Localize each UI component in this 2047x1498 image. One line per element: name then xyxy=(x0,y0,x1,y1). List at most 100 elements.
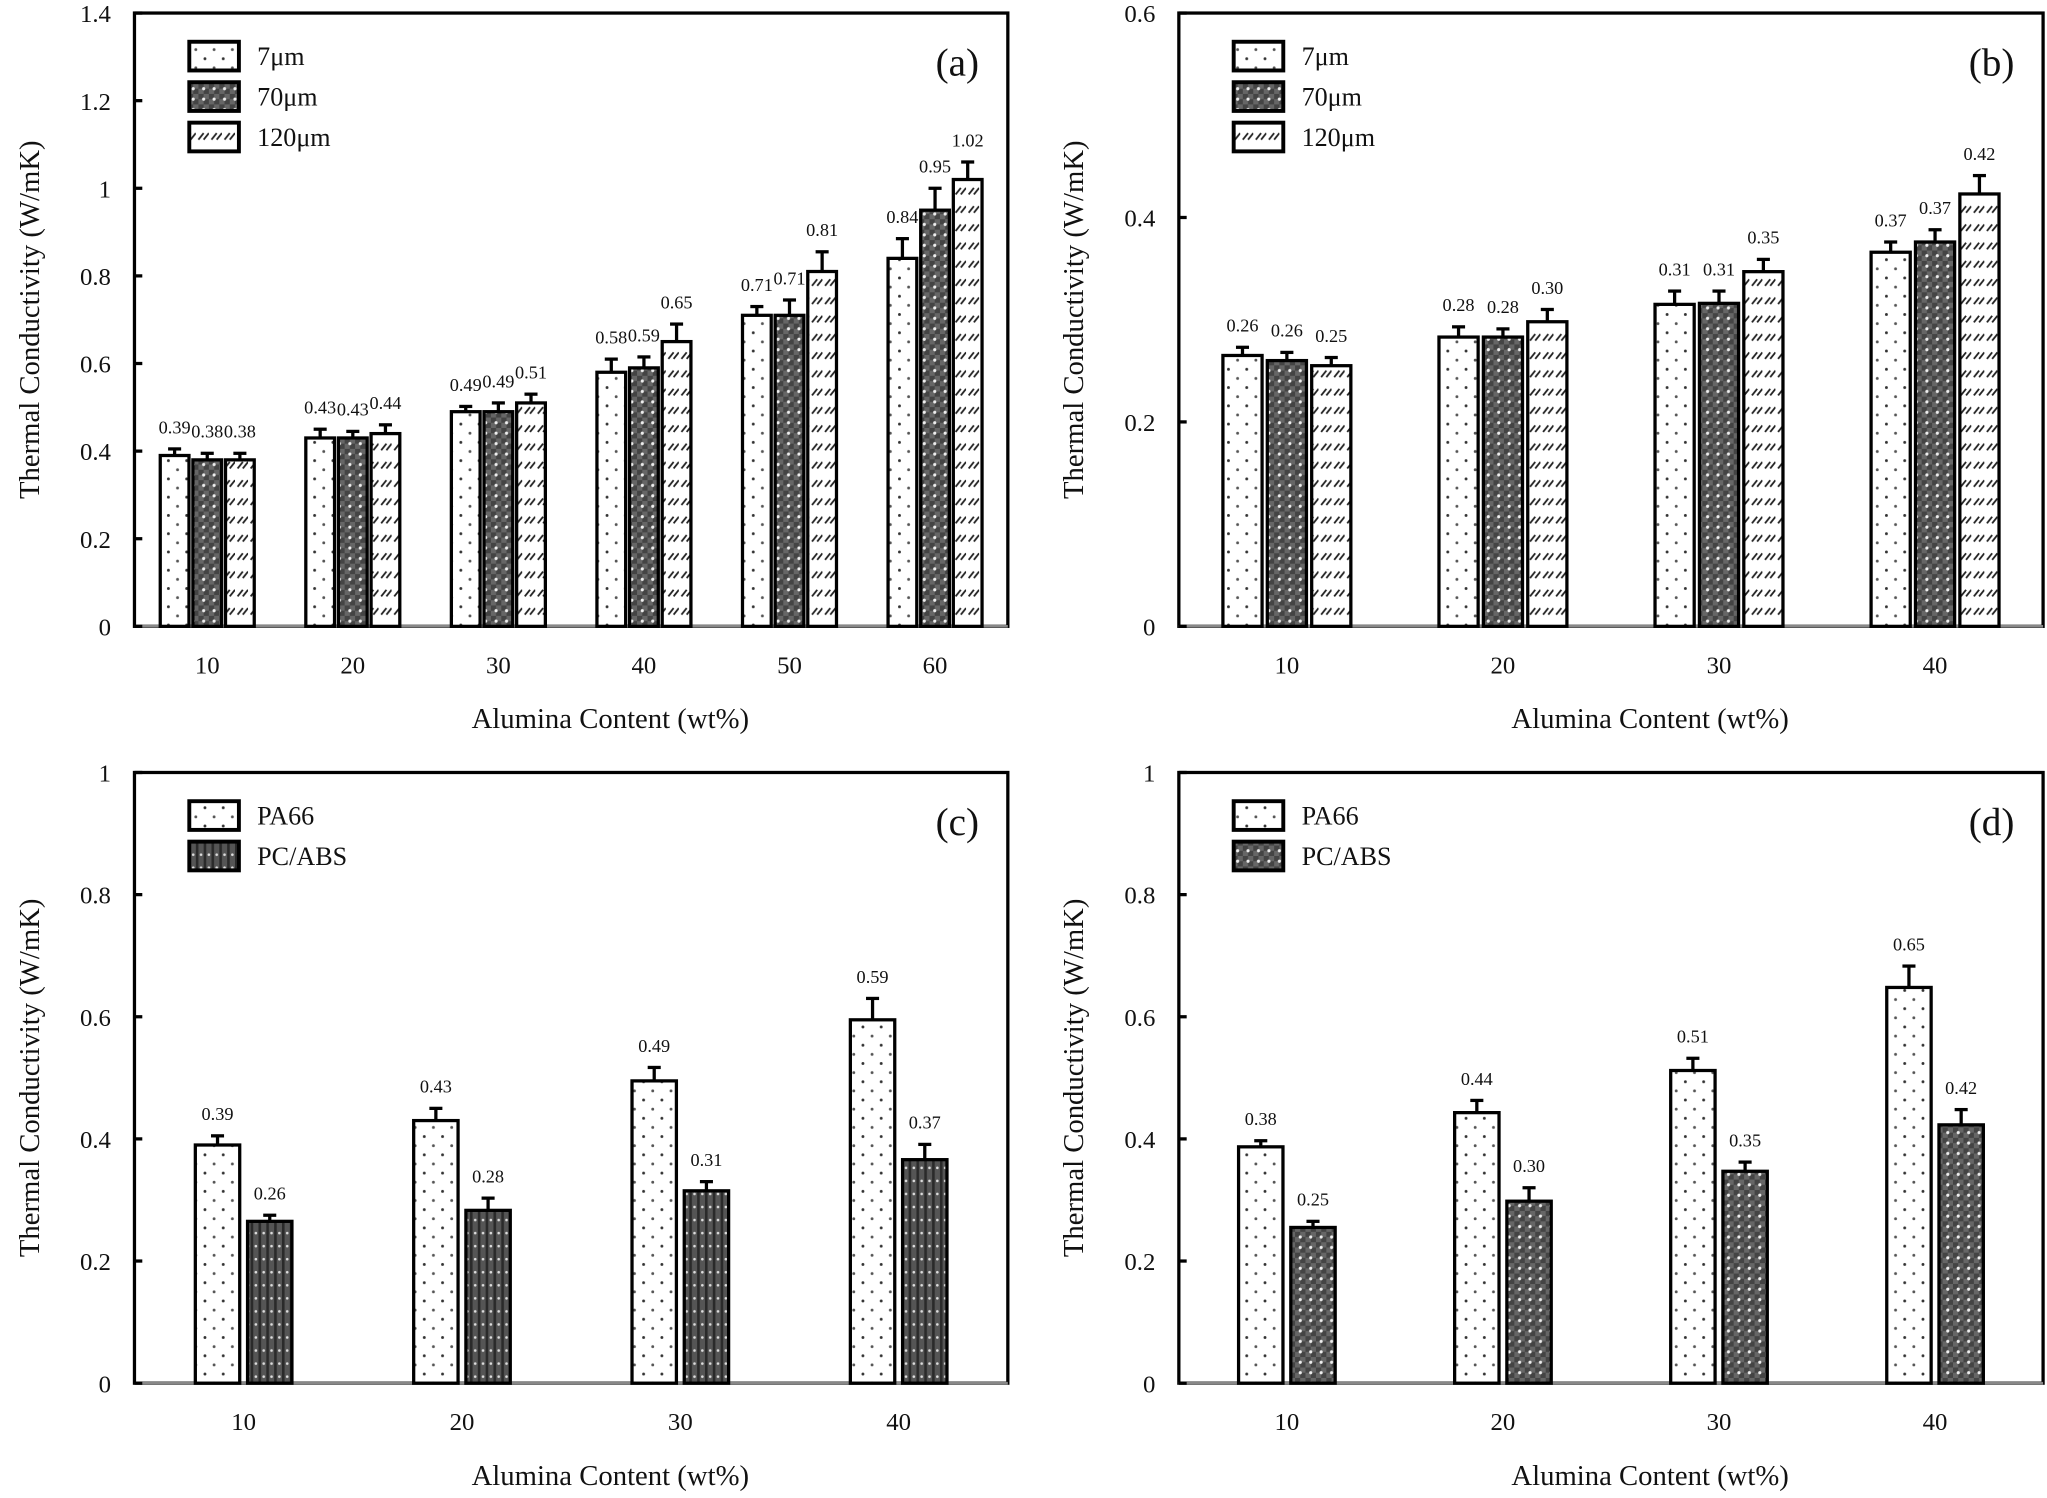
legend-label: 70μm xyxy=(257,83,317,112)
y-tick-label: 0 xyxy=(1143,614,1155,641)
y-tick-label: 1 xyxy=(1143,761,1155,788)
data-label: 0.84 xyxy=(886,207,918,227)
x-tick-label: 20 xyxy=(450,1409,475,1436)
y-tick-label: 1.2 xyxy=(80,89,111,116)
bar xyxy=(193,1143,242,1385)
y-tick-label: 0.8 xyxy=(80,883,111,910)
x-tick-label: 30 xyxy=(486,652,511,679)
x-axis-title: Alumina Content (wt%) xyxy=(1511,1460,1788,1492)
bar xyxy=(223,458,256,628)
panel-label: (c) xyxy=(936,801,979,844)
x-tick-label: 40 xyxy=(632,652,657,679)
y-tick-label: 0.6 xyxy=(80,352,111,379)
legend-swatch xyxy=(187,80,241,113)
data-label: 0.37 xyxy=(909,1113,941,1133)
bar xyxy=(1310,364,1353,628)
data-label: 0.26 xyxy=(1227,316,1259,336)
bar xyxy=(848,1018,897,1385)
bar xyxy=(740,313,773,628)
y-tick-label: 0 xyxy=(99,1371,111,1398)
y-tick-label: 0.2 xyxy=(80,527,111,554)
legend-label: PC/ABS xyxy=(1302,842,1392,871)
y-tick-label: 0.8 xyxy=(1124,883,1155,910)
y-tick-label: 0.4 xyxy=(1124,1127,1155,1154)
data-label: 0.31 xyxy=(1703,259,1735,279)
data-label: 0.26 xyxy=(1271,321,1303,341)
bar xyxy=(369,431,402,628)
bar xyxy=(1221,353,1264,628)
data-label: 0.35 xyxy=(1729,1130,1761,1150)
panel-label: (b) xyxy=(1969,42,2015,85)
bar xyxy=(806,269,839,628)
bar xyxy=(682,1189,731,1385)
bar xyxy=(1697,301,1741,628)
bar xyxy=(449,410,482,628)
y-tick-label: 0.4 xyxy=(1124,206,1155,233)
bar xyxy=(304,436,337,628)
data-label: 0.59 xyxy=(628,325,660,345)
data-label: 0.30 xyxy=(1513,1156,1545,1176)
bar xyxy=(1721,1169,1769,1385)
legend-swatch xyxy=(1231,80,1286,113)
bar xyxy=(773,313,806,628)
x-axis-title: Alumina Content (wt%) xyxy=(1511,703,1788,735)
bar xyxy=(515,401,547,628)
bar xyxy=(919,208,952,628)
legend-label: PA66 xyxy=(1302,802,1359,831)
data-label: 0.38 xyxy=(1245,1109,1277,1129)
data-label: 0.42 xyxy=(1963,144,1995,164)
y-axis-title: Thermal Conductivity (W/mK) xyxy=(14,899,46,1258)
bar xyxy=(1453,1111,1501,1385)
y-tick-label: 0 xyxy=(99,614,111,641)
legend-swatch xyxy=(187,39,241,73)
chart-panel-3: 0 0.2 0.4 0.6 0.8 1 Thermal Conductivity (W/mK… xyxy=(1058,761,2045,1492)
bar xyxy=(1653,302,1696,628)
data-label: 0.37 xyxy=(1919,198,1951,218)
legend-swatch xyxy=(1231,839,1286,873)
y-tick-label: 1 xyxy=(99,176,111,203)
data-label: 0.43 xyxy=(420,1077,452,1097)
y-axis-title: Thermal Conductivity (W/mK) xyxy=(1058,140,1090,499)
data-label: 0.43 xyxy=(304,398,336,418)
bar xyxy=(630,1079,679,1385)
y-tick-label: 1.4 xyxy=(80,1,111,28)
legend-label: PC/ABS xyxy=(257,842,347,871)
y-axis-title: Thermal Conductivity (W/mK) xyxy=(14,140,46,499)
data-label: 0.35 xyxy=(1747,228,1779,248)
data-label: 0.38 xyxy=(224,422,256,442)
data-label: 0.71 xyxy=(774,268,806,288)
bar xyxy=(245,1219,294,1385)
legend-label: 120μm xyxy=(257,123,330,152)
bar xyxy=(1742,270,1785,628)
data-label: 0.43 xyxy=(337,400,369,420)
x-axis-title: Alumina Content (wt%) xyxy=(472,703,749,735)
y-tick-label: 0.6 xyxy=(1124,1005,1155,1032)
legend-swatch xyxy=(187,839,241,873)
data-label: 0.31 xyxy=(690,1150,722,1170)
bar xyxy=(1236,1145,1285,1385)
data-label: 0.39 xyxy=(159,417,191,437)
bar xyxy=(482,410,515,628)
data-label: 0.31 xyxy=(1659,259,1691,279)
bar xyxy=(1958,192,2001,628)
bar xyxy=(627,366,660,628)
data-label: 0.26 xyxy=(254,1184,286,1204)
legend-swatch xyxy=(1231,799,1286,832)
y-tick-label: 0.2 xyxy=(1124,410,1155,437)
data-label: 0.49 xyxy=(450,375,482,395)
data-label: 0.71 xyxy=(741,275,773,295)
x-tick-label: 10 xyxy=(195,652,220,679)
data-label: 0.44 xyxy=(369,393,401,413)
data-label: 0.39 xyxy=(202,1104,234,1124)
bar xyxy=(595,370,628,628)
x-tick-label: 40 xyxy=(1923,652,1948,679)
bar xyxy=(336,436,369,628)
bar xyxy=(886,256,919,628)
legend-label: 7μm xyxy=(1302,42,1349,71)
data-label: 0.59 xyxy=(857,967,889,987)
bar xyxy=(412,1118,460,1385)
y-tick-label: 0.6 xyxy=(80,1005,111,1032)
x-tick-label: 60 xyxy=(923,652,948,679)
